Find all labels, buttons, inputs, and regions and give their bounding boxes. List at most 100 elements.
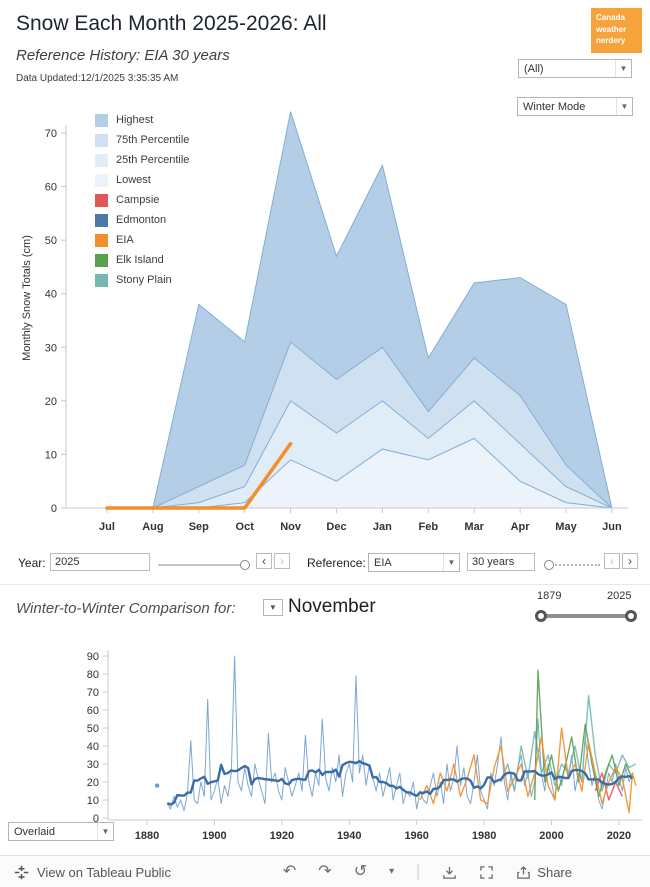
svg-text:80: 80: [87, 669, 99, 681]
reference-dropdown[interactable]: EIA ▼: [368, 553, 460, 572]
monthly-chart-svg[interactable]: 0 10 20 30 40 50 60 70 Jul Aug Sep Oct Nov Dec Jan Feb M…: [40, 90, 640, 545]
share-label: Share: [537, 864, 572, 880]
legend-item[interactable]: Lowest: [95, 170, 189, 190]
svg-text:Jun: Jun: [602, 521, 622, 533]
chevron-down-icon: ▼: [615, 60, 631, 77]
range-handle-right[interactable]: [625, 610, 637, 622]
year-slider-knob[interactable]: [240, 560, 250, 570]
legend-label: Edmonton: [116, 214, 167, 226]
svg-text:Dec: Dec: [326, 521, 346, 533]
svg-text:40: 40: [45, 289, 57, 301]
svg-text:Nov: Nov: [280, 521, 302, 533]
toolbar-divider: |: [416, 863, 421, 880]
legend-item[interactable]: Campsie: [95, 190, 189, 210]
svg-text:1940: 1940: [337, 830, 361, 842]
svg-text:Sep: Sep: [189, 521, 209, 533]
year-label: Year:: [18, 556, 46, 570]
chevron-down-icon[interactable]: ▾: [389, 866, 395, 877]
winter-mode-dropdown[interactable]: Winter Mode ▼: [517, 97, 633, 116]
reference-window-input[interactable]: [467, 553, 535, 571]
svg-text:2000: 2000: [539, 830, 563, 842]
legend-swatch: [95, 213, 108, 227]
year-input[interactable]: [50, 553, 150, 571]
svg-text:70: 70: [45, 128, 57, 140]
comparison-chart-svg[interactable]: 0 10 20 30 40 50 60 70 80 90 1880 1900 1920 1940 1960 1…: [80, 640, 645, 845]
year-slider[interactable]: [158, 560, 250, 570]
legend-item[interactable]: Highest: [95, 110, 189, 130]
tableau-logo-icon: [14, 865, 29, 879]
svg-text:70: 70: [87, 687, 99, 699]
legend-item[interactable]: 75th Percentile: [95, 130, 189, 150]
winter-mode-value: Winter Mode: [523, 100, 586, 113]
svg-text:2020: 2020: [607, 830, 631, 842]
reference-label: Reference:: [307, 556, 366, 570]
svg-text:Jul: Jul: [99, 521, 115, 533]
all-filter-dropdown[interactable]: (All) ▼: [518, 59, 632, 78]
view-on-tableau-link[interactable]: View on Tableau Public: [14, 865, 171, 880]
legend-swatch: [95, 253, 108, 267]
legend-item[interactable]: Elk Island: [95, 250, 189, 270]
toolbar-icons: ↶ ↷ ↺ ▾ | Share: [283, 863, 572, 881]
year-range-slider[interactable]: [535, 610, 637, 622]
legend-item[interactable]: Edmonton: [95, 210, 189, 230]
range-max-label: 2025: [607, 590, 632, 602]
svg-text:30: 30: [87, 759, 99, 771]
share-button[interactable]: Share: [516, 865, 572, 880]
svg-text:1960: 1960: [404, 830, 428, 842]
parameter-controls: Year: ‹ › Reference: EIA ▼ ‹ ›: [0, 548, 650, 585]
range-handle-left[interactable]: [535, 610, 547, 622]
percentile-bands[interactable]: [107, 111, 613, 509]
reference-slider[interactable]: [544, 560, 600, 570]
svg-text:Jan: Jan: [373, 521, 392, 533]
share-icon: [517, 865, 531, 879]
reference-prev-button[interactable]: ‹: [604, 553, 620, 569]
svg-text:1880: 1880: [135, 830, 159, 842]
legend-item[interactable]: Stony Plain: [95, 270, 189, 290]
fullscreen-icon[interactable]: [479, 865, 494, 880]
legend-label: EIA: [116, 234, 134, 246]
download-icon[interactable]: [442, 865, 457, 880]
svg-text:1980: 1980: [472, 830, 496, 842]
legend-item[interactable]: 25th Percentile: [95, 150, 189, 170]
station-lines[interactable]: [105, 441, 293, 510]
data-updated-text: Data Updated:12/1/2025 3:35:35 AM: [16, 73, 179, 84]
svg-text:50: 50: [45, 235, 57, 247]
y-axis-label: Monthly Snow Totals (cm): [21, 235, 33, 361]
legend-item[interactable]: EIA: [95, 230, 189, 250]
reset-icon[interactable]: ↺: [353, 863, 368, 880]
legend-swatch: [95, 153, 108, 167]
comparison-lines[interactable]: [154, 655, 637, 814]
legend-label: Elk Island: [116, 254, 164, 266]
axes: 0 10 20 30 40 50 60 70 Jul Aug Sep Oct Nov Dec Jan Feb M…: [45, 125, 628, 533]
legend-label: 25th Percentile: [116, 154, 190, 166]
badge-line: weather: [596, 24, 627, 34]
svg-text:0: 0: [51, 503, 57, 515]
comparison-title: Winter-to-Winter Comparison for:: [16, 600, 236, 617]
chevron-down-icon: ▼: [269, 603, 277, 612]
svg-text:Aug: Aug: [142, 521, 163, 533]
svg-text:Oct: Oct: [236, 521, 255, 533]
month-select-dropdown[interactable]: ▼: [263, 599, 283, 616]
redo-icon[interactable]: ↷: [318, 863, 332, 880]
legend-swatch: [95, 173, 108, 187]
legend-swatch: [95, 113, 108, 127]
undo-icon[interactable]: ↶: [282, 863, 297, 880]
svg-text:60: 60: [45, 182, 57, 194]
brand-badge: Canada weather nerdery: [591, 8, 642, 53]
svg-text:40: 40: [87, 741, 99, 753]
reference-next-button[interactable]: ›: [622, 553, 638, 569]
overlay-mode-dropdown[interactable]: Overlaid ▼: [8, 822, 114, 841]
legend-label: Campsie: [116, 194, 160, 206]
selected-month: November: [288, 596, 376, 617]
reference-value: EIA: [374, 556, 392, 569]
view-on-tableau-label: View on Tableau Public: [37, 864, 171, 880]
reference-slider-knob[interactable]: [544, 560, 554, 570]
badge-line: nerdery: [596, 36, 626, 46]
legend-label: Lowest: [116, 174, 151, 186]
year-prev-button[interactable]: ‹: [256, 553, 272, 569]
legend-label: Stony Plain: [116, 274, 172, 286]
year-next-button[interactable]: ›: [274, 553, 290, 569]
legend-swatch: [95, 193, 108, 207]
all-filter-value: (All): [524, 62, 544, 75]
